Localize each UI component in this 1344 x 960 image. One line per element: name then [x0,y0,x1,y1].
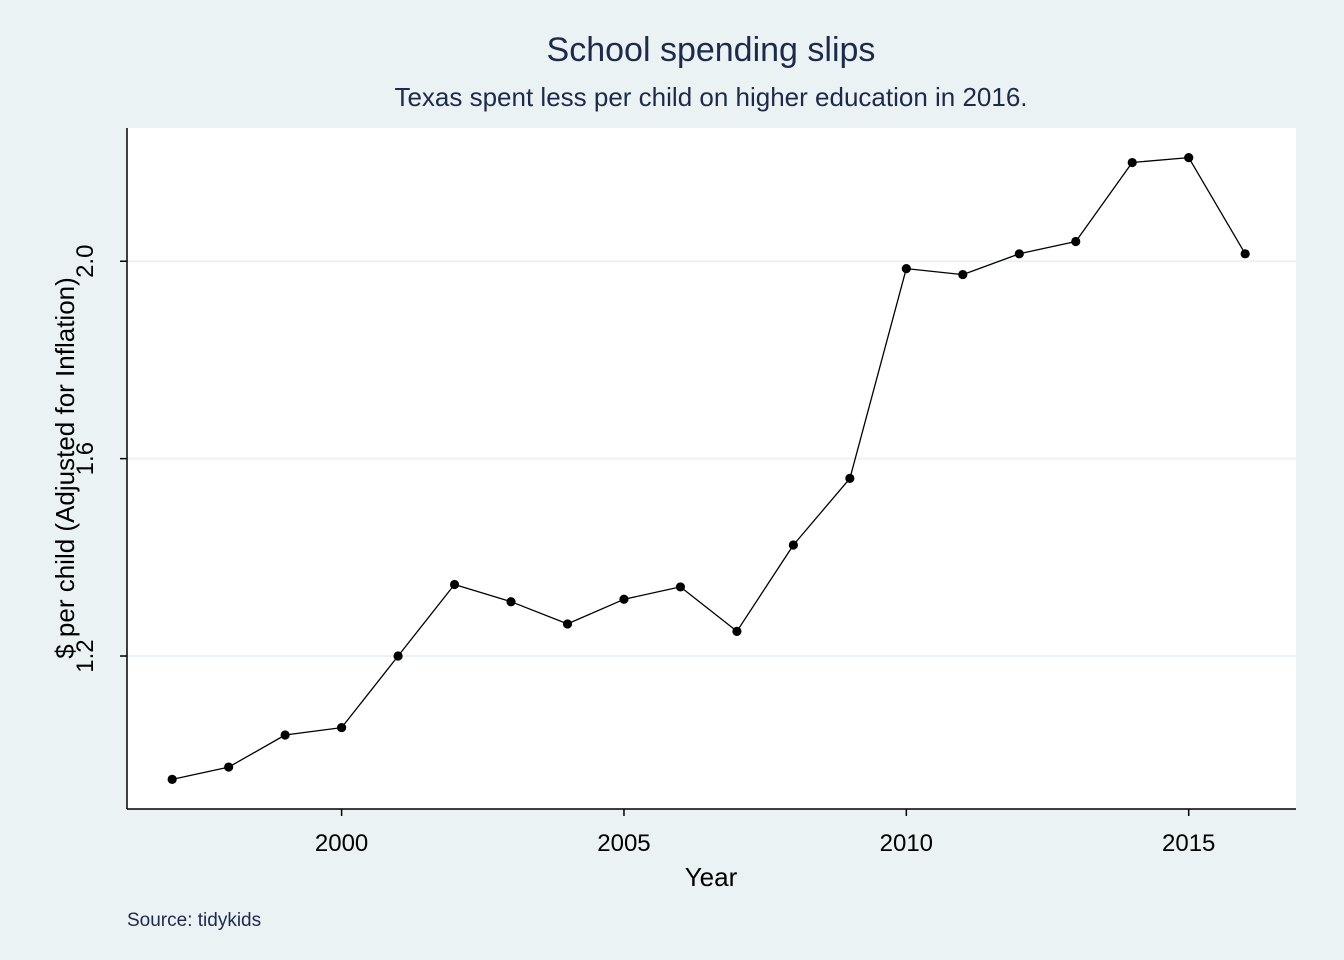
data-point [1240,249,1250,259]
data-point [1184,153,1194,163]
plot-area [127,128,1296,809]
data-point [1127,157,1137,168]
data-point [336,722,347,733]
data-point [1014,249,1024,259]
x-tick-label: 2005 [597,830,650,857]
data-point [393,651,403,661]
data-point [1071,236,1081,247]
data-point [224,762,234,772]
data-point [619,594,629,604]
x-tick-label: 2000 [315,830,368,857]
data-point [901,264,911,274]
gridlines [127,260,1296,658]
data-series [167,153,1250,784]
y-tick-label: 2.0 [72,245,99,278]
data-point [845,473,855,483]
data-point [280,730,290,740]
data-point [788,540,798,550]
y-tick-label: 1.2 [72,639,99,672]
y-tick-label: 1.6 [72,442,99,475]
data-point [562,619,573,629]
series-line [172,156,1246,781]
x-axis-ticks: 2000 2005 2010 2015 [315,809,1215,857]
axes [126,128,1296,810]
y-axis-ticks: 1.2 1.6 2.0 [72,245,127,673]
x-tick-label: 2015 [1162,830,1215,857]
data-point [732,626,742,636]
y-axis-title: $ per child (Adjusted for Inflation) [50,277,80,659]
data-point [958,269,968,280]
chart-title: School spending slips [547,31,876,69]
chart-caption: Source: tidykids [127,910,261,931]
data-point [449,579,460,590]
data-point [506,597,516,607]
data-point [167,774,177,784]
data-point [675,582,686,592]
chart-subtitle: Texas spent less per child on higher edu… [394,82,1027,112]
x-axis-title: Year [685,862,738,892]
x-tick-label: 2010 [880,830,933,857]
